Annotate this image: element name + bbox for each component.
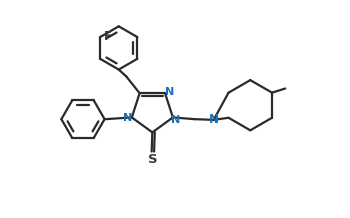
Text: N: N (165, 87, 174, 97)
Text: N: N (171, 115, 180, 125)
Text: S: S (148, 153, 158, 166)
Text: N: N (122, 113, 132, 123)
Text: N: N (209, 113, 219, 126)
Text: F: F (104, 30, 112, 43)
